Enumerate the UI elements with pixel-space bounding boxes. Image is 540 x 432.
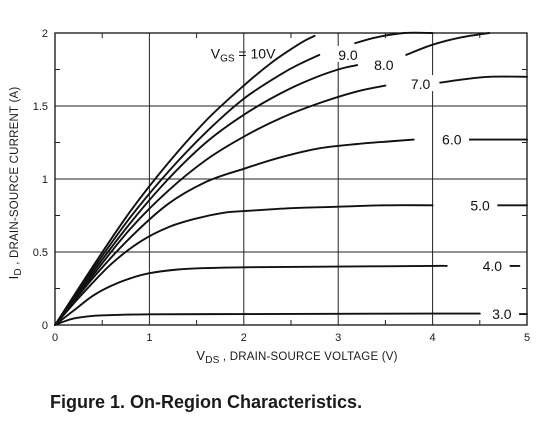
x-tick-label-2: 2 xyxy=(241,332,247,344)
vgs-value: = 10V xyxy=(235,45,277,61)
y-tick-label-4: 2 xyxy=(42,28,48,40)
y-axis-text: , DRAIN-SOURCE CURRENT (A) xyxy=(9,87,21,269)
x-axis-symbol: V xyxy=(196,348,205,363)
curve-label-bg-6.0 xyxy=(439,130,470,147)
curve-label-9.0: 9.0 xyxy=(338,47,358,63)
curve-label-bg-8.0 xyxy=(371,56,402,73)
vgs-legend-title: VGS = 10V xyxy=(211,45,276,64)
x-tick-label-5: 5 xyxy=(524,332,530,344)
curves xyxy=(54,34,481,326)
y-axis-subscript: D xyxy=(13,268,24,275)
curve-label-bg-7.0 xyxy=(407,75,438,92)
curve-vgs-5.0 xyxy=(54,204,434,326)
curve-label-6.0: 6.0 xyxy=(442,132,462,148)
curve-label-8.0: 8.0 xyxy=(374,57,394,73)
x-tick-label-1: 1 xyxy=(146,332,152,344)
curve-vgs-9.0 xyxy=(54,53,321,326)
x-axis-title: VDS , DRAIN-SOURCE VOLTAGE (V) xyxy=(196,348,397,366)
curve-label-bg-5.0 xyxy=(467,196,498,213)
curve-labels: 3.0 4.0 5.0 6.0 7.0 8.0 9.0 xyxy=(335,45,520,322)
y-tick-label-1: 0.5 xyxy=(33,247,48,259)
x-tick-label-0: 0 xyxy=(52,332,58,344)
grid-lines xyxy=(55,33,527,325)
y-tick-label-0: 0 xyxy=(42,320,48,332)
y-tick-label-2: 1 xyxy=(42,174,48,186)
curve-vgs-6.0 xyxy=(54,138,415,326)
vgs-subscript: GS xyxy=(220,53,235,64)
curve-label-5.0: 5.0 xyxy=(470,197,490,213)
curve-label-bg-4.0 xyxy=(479,256,510,273)
curve-vgs-7.0 xyxy=(54,84,387,326)
y-tick-label-3: 1.5 xyxy=(33,101,48,113)
y-axis-symbol: I xyxy=(6,276,21,280)
curve-label-3.0: 3.0 xyxy=(492,306,512,322)
curve-vgs-8.0 xyxy=(54,64,359,326)
curve-tail-8.0 xyxy=(405,32,491,56)
curve-label-bg-9.0 xyxy=(335,45,366,62)
vgs-symbol: V xyxy=(211,45,221,61)
y-tick-labels: 0 0.5 1 1.5 2 xyxy=(33,28,48,332)
x-tick-label-4: 4 xyxy=(430,332,436,344)
x-tick-labels: 0 1 2 3 4 5 xyxy=(52,332,530,344)
curve-label-4.0: 4.0 xyxy=(483,258,503,274)
curve-tail-7.0 xyxy=(439,75,528,84)
x-axis-text: , DRAIN-SOURCE VOLTAGE (V) xyxy=(220,351,398,363)
curve-vgs-3.0 xyxy=(54,312,481,326)
curve-vgs-10V xyxy=(54,34,316,326)
curve-label-7.0: 7.0 xyxy=(411,76,431,92)
y-axis-title: ID , DRAIN-SOURCE CURRENT (A) xyxy=(6,87,24,280)
curve-vgs-4.0 xyxy=(54,264,448,326)
x-axis-subscript: DS xyxy=(205,355,219,366)
figure-caption: Figure 1. On-Region Characteristics. xyxy=(50,392,363,412)
x-tick-label-3: 3 xyxy=(335,332,341,344)
curve-tail-9.0 xyxy=(354,31,434,45)
curve-label-bg-3.0 xyxy=(489,305,520,322)
